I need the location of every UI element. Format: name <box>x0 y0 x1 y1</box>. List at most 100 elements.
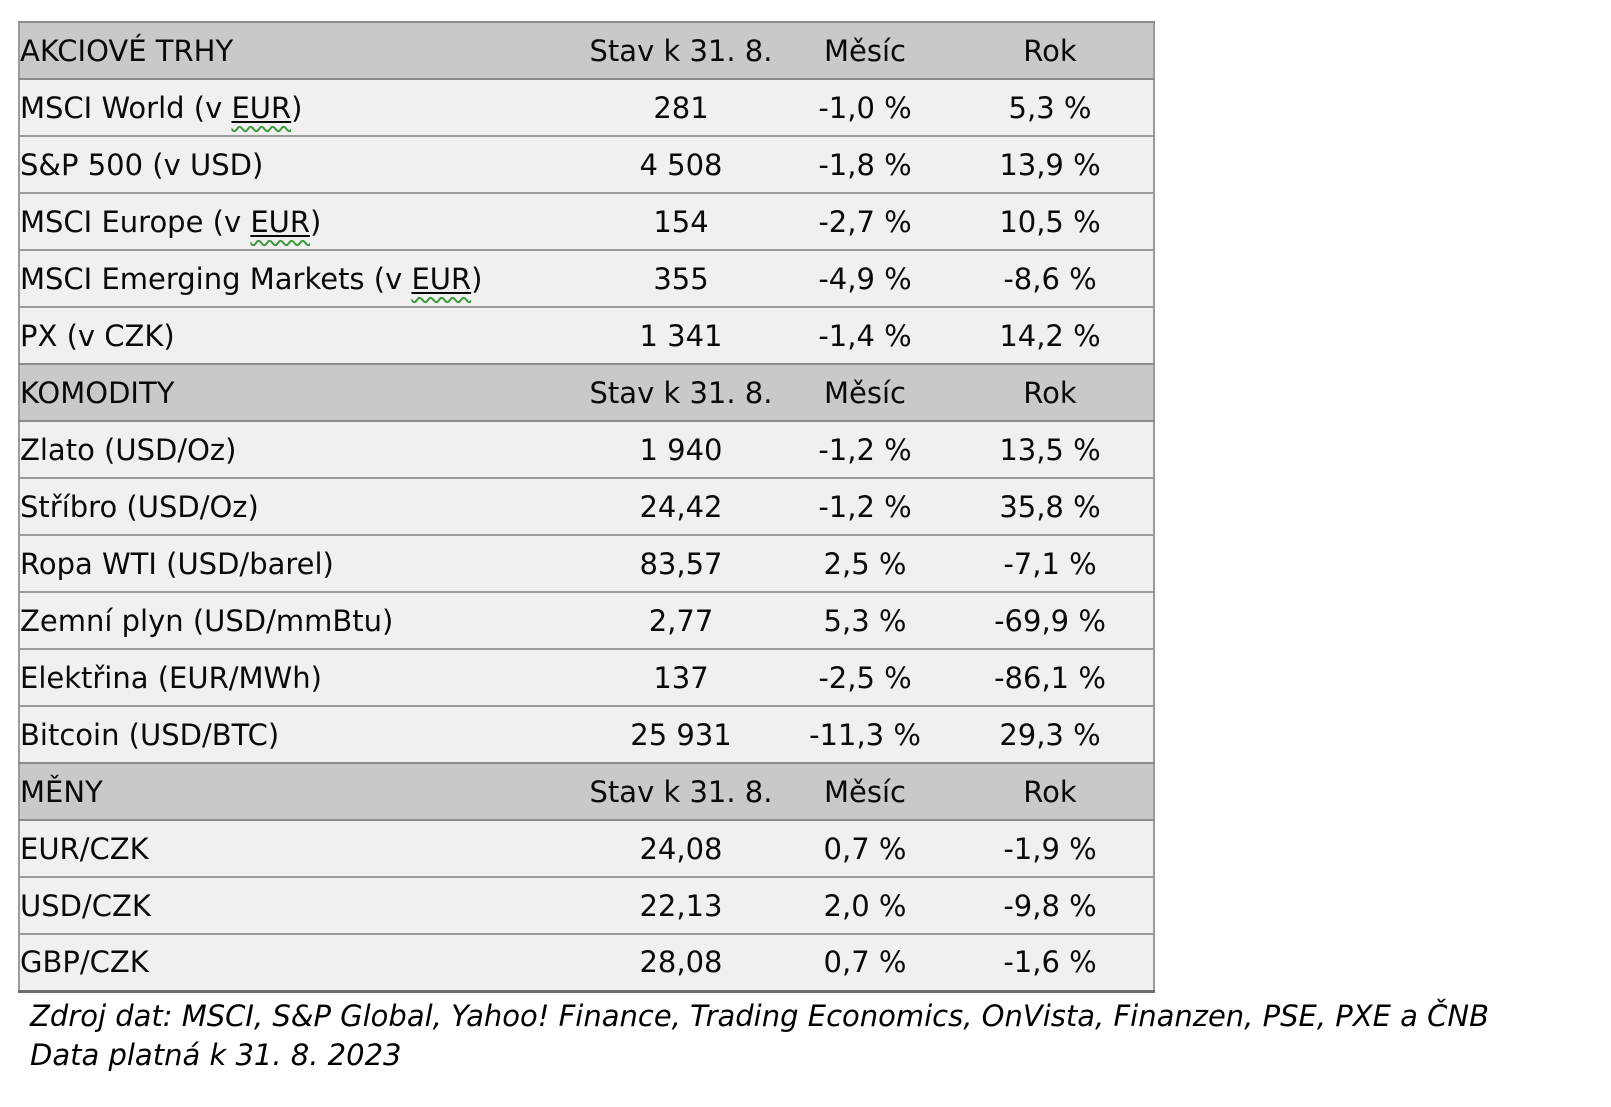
instrument-name-text: USD/CZK <box>20 888 151 923</box>
section-title: KOMODITY <box>19 363 579 422</box>
spellcheck-wavy-underline: EUR <box>411 261 472 296</box>
instrument-name: USD/CZK <box>19 876 579 934</box>
month-change-cell: -2,5 % <box>783 648 947 706</box>
month-change-cell: -1,4 % <box>783 306 947 364</box>
market-table-body: AKCIOVÉ TRHY Stav k 31. 8. Měsíc Rok MSCI Wo… <box>19 21 1154 991</box>
value-cell: 2,77 <box>579 591 783 649</box>
section-header-row: AKCIOVÉ TRHY Stav k 31. 8. Měsíc Rok <box>19 21 1154 80</box>
year-change-cell: -86,1 % <box>947 648 1154 706</box>
market-overview-table-wrap: AKCIOVÉ TRHY Stav k 31. 8. Měsíc Rok MSCI Wo… <box>18 21 1155 993</box>
month-change-cell: 0,7 % <box>783 819 947 877</box>
value-cell: 355 <box>579 249 783 307</box>
column-header-month: Měsíc <box>783 762 947 821</box>
table-row: MSCI World (v EUR) 281 -1,0 % 5,3 % <box>19 78 1154 136</box>
value-cell: 281 <box>579 78 783 136</box>
source-note: Zdroj dat: MSCI, S&P Global, Yahoo! Fina… <box>30 999 1489 1033</box>
table-row: Bitcoin (USD/BTC) 25 931 -11,3 % 29,3 % <box>19 705 1154 763</box>
table-row: USD/CZK 22,13 2,0 % -9,8 % <box>19 876 1154 934</box>
section-title: AKCIOVÉ TRHY <box>19 21 579 80</box>
table-footnote: Zdroj dat: MSCI, S&P Global, Yahoo! Fina… <box>30 997 1489 1075</box>
instrument-name-text: Bitcoin (USD/BTC) <box>20 717 280 752</box>
instrument-name: Bitcoin (USD/BTC) <box>19 705 579 763</box>
instrument-name-text: MSCI Europe (v <box>20 204 251 239</box>
year-change-cell: -69,9 % <box>947 591 1154 649</box>
value-cell: 24,08 <box>579 819 783 877</box>
column-header-value: Stav k 31. 8. <box>579 762 783 821</box>
table-row: GBP/CZK 28,08 0,7 % -1,6 % <box>19 933 1154 991</box>
instrument-name-suffix: ) <box>291 90 303 125</box>
instrument-name-text: Zemní plyn (USD/mmBtu) <box>20 603 394 638</box>
table-row: Elektřina (EUR/MWh) 137 -2,5 % -86,1 % <box>19 648 1154 706</box>
value-cell: 25 931 <box>579 705 783 763</box>
table-row: Stříbro (USD/Oz) 24,42 -1,2 % 35,8 % <box>19 477 1154 535</box>
value-cell: 1 341 <box>579 306 783 364</box>
year-change-cell: -9,8 % <box>947 876 1154 934</box>
spellcheck-marked-text: EUR <box>411 262 471 296</box>
value-cell: 28,08 <box>579 933 783 991</box>
table-row: MSCI Europe (v EUR) 154 -2,7 % 10,5 % <box>19 192 1154 250</box>
instrument-name-text: Stříbro (USD/Oz) <box>20 489 259 524</box>
value-cell: 24,42 <box>579 477 783 535</box>
value-cell: 137 <box>579 648 783 706</box>
month-change-cell: -4,9 % <box>783 249 947 307</box>
instrument-name: Zemní plyn (USD/mmBtu) <box>19 591 579 649</box>
instrument-name: Ropa WTI (USD/barel) <box>19 534 579 592</box>
year-change-cell: 13,9 % <box>947 135 1154 193</box>
instrument-name-text: Ropa WTI (USD/barel) <box>20 546 334 581</box>
spellcheck-marked-text: EUR <box>231 91 291 125</box>
month-change-cell: 2,5 % <box>783 534 947 592</box>
month-change-cell: -2,7 % <box>783 192 947 250</box>
instrument-name: MSCI World (v EUR) <box>19 78 579 136</box>
instrument-name: Zlato (USD/Oz) <box>19 420 579 478</box>
spellcheck-wavy-underline: EUR <box>231 90 292 125</box>
instrument-name-text: MSCI World (v <box>20 90 232 125</box>
market-data-table: AKCIOVÉ TRHY Stav k 31. 8. Měsíc Rok MSCI Wo… <box>18 21 1155 993</box>
month-change-cell: 2,0 % <box>783 876 947 934</box>
instrument-name-text: Zlato (USD/Oz) <box>20 432 237 467</box>
instrument-name-text: Elektřina (EUR/MWh) <box>20 660 322 695</box>
spellcheck-marked-text: EUR <box>250 205 310 239</box>
column-header-value: Stav k 31. 8. <box>579 21 783 80</box>
year-change-cell: -8,6 % <box>947 249 1154 307</box>
year-change-cell: -7,1 % <box>947 534 1154 592</box>
month-change-cell: -1,8 % <box>783 135 947 193</box>
table-row: MSCI Emerging Markets (v EUR) 355 -4,9 % -8… <box>19 249 1154 307</box>
instrument-name: MSCI Europe (v EUR) <box>19 192 579 250</box>
table-row: EUR/CZK 24,08 0,7 % -1,9 % <box>19 819 1154 877</box>
column-header-year: Rok <box>947 762 1154 821</box>
instrument-name-text: S&P 500 (v USD) <box>20 147 264 182</box>
value-cell: 154 <box>579 192 783 250</box>
instrument-name-text: PX (v CZK) <box>20 318 175 353</box>
spellcheck-wavy-underline: EUR <box>250 204 311 239</box>
instrument-name: GBP/CZK <box>19 933 579 991</box>
section-header-row: MĚNY Stav k 31. 8. Měsíc Rok <box>19 762 1154 821</box>
validity-note: Data platná k 31. 8. 2023 <box>30 1038 402 1072</box>
month-change-cell: -1,2 % <box>783 477 947 535</box>
column-header-value: Stav k 31. 8. <box>579 363 783 422</box>
section-header-row: KOMODITY Stav k 31. 8. Měsíc Rok <box>19 363 1154 422</box>
instrument-name: S&P 500 (v USD) <box>19 135 579 193</box>
instrument-name: Stříbro (USD/Oz) <box>19 477 579 535</box>
month-change-cell: -1,2 % <box>783 420 947 478</box>
column-header-year: Rok <box>947 21 1154 80</box>
column-header-month: Měsíc <box>783 363 947 422</box>
value-cell: 22,13 <box>579 876 783 934</box>
instrument-name: MSCI Emerging Markets (v EUR) <box>19 249 579 307</box>
table-row: Zemní plyn (USD/mmBtu) 2,77 5,3 % -69,9 % <box>19 591 1154 649</box>
year-change-cell: 35,8 % <box>947 477 1154 535</box>
instrument-name-suffix: ) <box>310 204 322 239</box>
month-change-cell: 5,3 % <box>783 591 947 649</box>
table-row: Ropa WTI (USD/barel) 83,57 2,5 % -7,1 % <box>19 534 1154 592</box>
column-header-month: Měsíc <box>783 21 947 80</box>
instrument-name-text: MSCI Emerging Markets (v <box>20 261 412 296</box>
section-title: MĚNY <box>19 762 579 821</box>
table-row: S&P 500 (v USD) 4 508 -1,8 % 13,9 % <box>19 135 1154 193</box>
instrument-name: PX (v CZK) <box>19 306 579 364</box>
value-cell: 1 940 <box>579 420 783 478</box>
year-change-cell: 10,5 % <box>947 192 1154 250</box>
year-change-cell: 14,2 % <box>947 306 1154 364</box>
instrument-name: Elektřina (EUR/MWh) <box>19 648 579 706</box>
month-change-cell: 0,7 % <box>783 933 947 991</box>
month-change-cell: -1,0 % <box>783 78 947 136</box>
value-cell: 83,57 <box>579 534 783 592</box>
